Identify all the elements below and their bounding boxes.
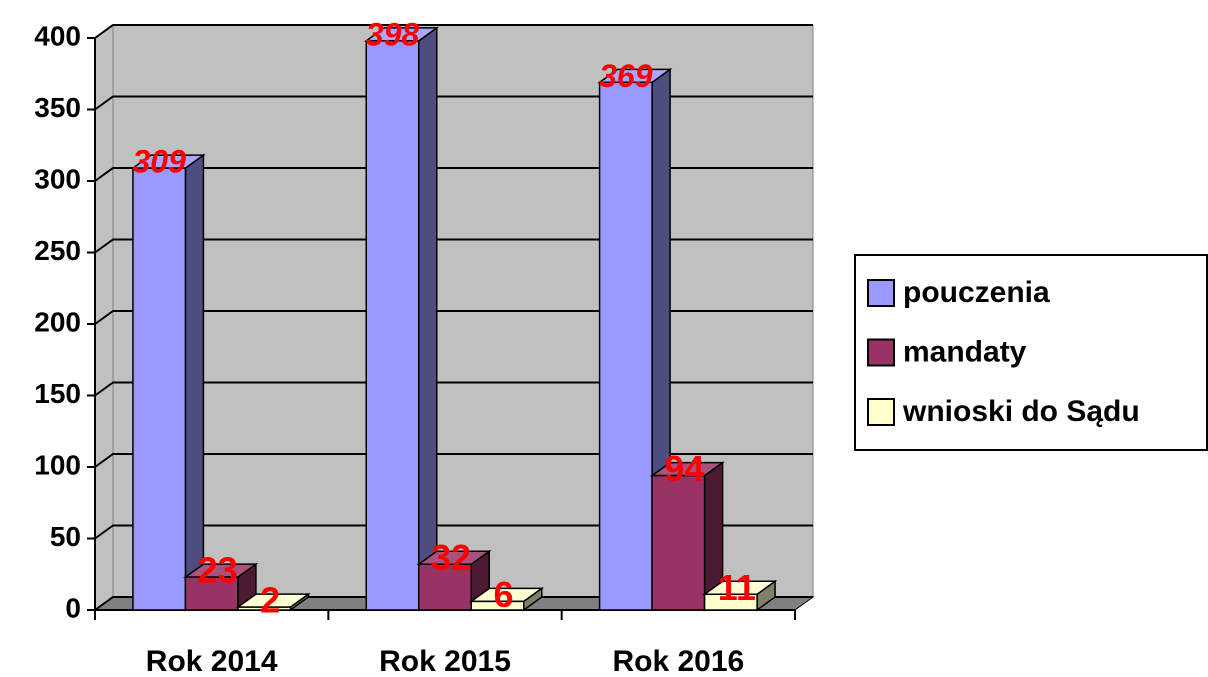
- data-label: 32: [431, 537, 471, 578]
- grid-line: [94, 24, 813, 39]
- bar: [597, 67, 673, 612]
- bar-side: [418, 26, 438, 612]
- data-label: 23: [198, 550, 238, 591]
- bar: [702, 579, 778, 612]
- y-tick-label: 250: [34, 235, 81, 266]
- bar: [363, 26, 440, 612]
- y-tick-label: 400: [34, 20, 81, 51]
- bar-front: [365, 40, 420, 611]
- grid-line: [94, 381, 813, 397]
- legend-swatch: [867, 279, 895, 307]
- grid-line: [94, 524, 813, 540]
- bar-front: [418, 563, 472, 611]
- grid-line: [94, 310, 813, 325]
- bar: [130, 153, 206, 612]
- bar-front: [703, 593, 758, 611]
- bar: [235, 592, 311, 612]
- x-tick-label: Rok 2015: [379, 645, 511, 677]
- bar: [183, 562, 259, 612]
- legend-label: pouczenia: [903, 276, 1050, 309]
- y-tick-label: 300: [34, 163, 81, 194]
- bar-front: [132, 167, 187, 611]
- y-tick-label: 200: [34, 306, 81, 337]
- y-tick-label: 150: [34, 378, 81, 409]
- y-tick-label: 350: [34, 92, 81, 123]
- grid-line: [94, 238, 813, 254]
- bar: [416, 549, 492, 612]
- y-tick-label: 0: [65, 592, 81, 623]
- bar: [468, 586, 545, 612]
- data-label: 398: [366, 16, 420, 52]
- data-label: 94: [664, 448, 704, 489]
- bar: [649, 461, 725, 612]
- data-label: 11: [718, 567, 756, 608]
- legend-label: wnioski do Sądu: [902, 395, 1140, 428]
- y-tick-label: 100: [34, 449, 81, 480]
- legend-swatch: [867, 338, 895, 367]
- grid-line: [94, 453, 813, 468]
- grid-line: [94, 95, 813, 111]
- bar-front: [184, 576, 239, 611]
- bar-front: [237, 606, 292, 611]
- bar-front: [651, 474, 706, 611]
- data-label: 369: [599, 58, 653, 94]
- data-label: 2: [260, 580, 280, 621]
- grid-line: [94, 596, 813, 611]
- data-label: 309: [132, 144, 186, 180]
- grid-line: [94, 167, 813, 182]
- bar-front: [598, 81, 653, 611]
- bar-front: [470, 600, 525, 611]
- y-tick-label: 50: [50, 521, 81, 552]
- legend-swatch: [867, 398, 895, 426]
- bar-side: [184, 153, 205, 612]
- legend-box: [854, 254, 1208, 451]
- legend-label: mandaty: [903, 335, 1027, 368]
- x-tick-label: Rok 2016: [612, 645, 744, 677]
- data-label: 6: [493, 574, 513, 615]
- x-tick-label: Rok 2014: [146, 645, 278, 677]
